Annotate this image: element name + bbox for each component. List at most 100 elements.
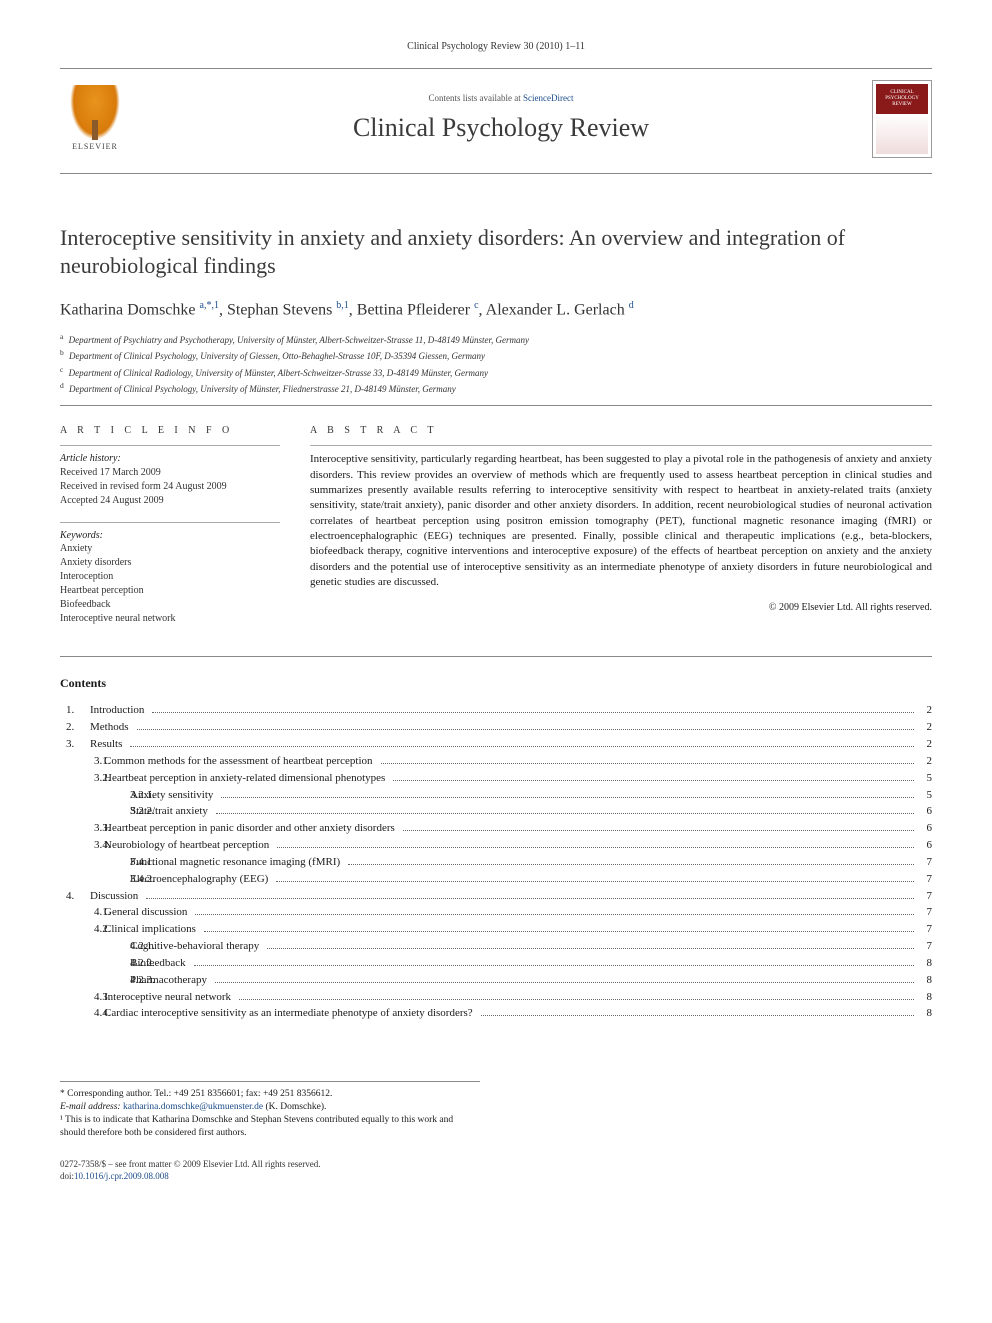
toc-title[interactable]: Methods	[90, 720, 133, 735]
toc-number: 3.2.2.	[60, 804, 130, 819]
toc-leader-dots	[152, 712, 914, 713]
authors-line: Katharina Domschke a,*,1, Stephan Steven…	[60, 299, 932, 321]
divider	[310, 445, 932, 446]
sciencedirect-prefix: Contents lists available at	[429, 93, 523, 103]
toc-page-number: 6	[918, 821, 932, 836]
keyword-line: Interoception	[60, 570, 280, 584]
toc-row: 4.2.1.Cognitive-behavioral therapy7	[60, 939, 932, 954]
toc-title[interactable]: Heartbeat perception in anxiety-related …	[104, 771, 389, 786]
toc-title[interactable]: State/trait anxiety	[130, 804, 212, 819]
toc-leader-dots	[348, 864, 914, 865]
sciencedirect-link[interactable]: ScienceDirect	[523, 93, 573, 103]
toc-row: 3.4.Neurobiology of heartbeat perception…	[60, 838, 932, 853]
toc-number: 3.4.2.	[60, 872, 130, 887]
toc-row: 4.1.General discussion7	[60, 905, 932, 920]
toc-leader-dots	[277, 847, 914, 848]
toc-number: 4.2.	[60, 922, 104, 937]
doi-prefix: doi:	[60, 1171, 74, 1181]
toc-title[interactable]: Results	[90, 737, 126, 752]
sciencedirect-line: Contents lists available at ScienceDirec…	[130, 92, 872, 104]
toc-title[interactable]: Common methods for the assessment of hea…	[104, 754, 377, 769]
email-line: E-mail address: katharina.domschke@ukmue…	[60, 1101, 480, 1114]
equal-contribution-note: ¹ This is to indicate that Katharina Dom…	[60, 1114, 480, 1140]
table-of-contents: 1.Introduction 2 2.Methods2 3.Results 23. 1. C…	[60, 703, 932, 1021]
toc-leader-dots	[195, 914, 914, 915]
toc-row: 1.Introduction 2	[60, 703, 932, 718]
toc-title[interactable]: Interoceptive neural network	[104, 990, 235, 1005]
toc-page-number: 6	[918, 804, 932, 819]
toc-number: 3.3.	[60, 821, 104, 836]
corresponding-author-note: * Corresponding author. Tel.: +49 251 83…	[60, 1088, 480, 1101]
toc-number: 1.	[60, 703, 90, 718]
running-header: Clinical Psychology Review 30 (2010) 1–1…	[60, 40, 932, 54]
keywords-label: Keywords:	[60, 529, 280, 543]
article-info-heading: A R T I C L E I N F O	[60, 424, 280, 438]
toc-title[interactable]: Discussion	[90, 889, 142, 904]
toc-title[interactable]: Heartbeat perception in panic disorder a…	[104, 821, 399, 836]
elsevier-tree-icon	[70, 85, 120, 140]
toc-title[interactable]: Biofeedback	[130, 956, 190, 971]
footer-meta: 0272-7358/$ – see front matter © 2009 El…	[60, 1158, 932, 1183]
toc-row: 2.Methods2	[60, 720, 932, 735]
doi-line: doi:10.1016/j.cpr.2009.08.008	[60, 1170, 932, 1183]
toc-page-number: 2	[918, 703, 932, 718]
affiliation-line: c Department of Clinical Radiology, Univ…	[60, 364, 932, 381]
elsevier-label: ELSEVIER	[72, 142, 118, 153]
toc-number: 4.2.1.	[60, 939, 130, 954]
toc-title[interactable]: Functional magnetic resonance imaging (f…	[130, 855, 344, 870]
toc-row: 3.4.2.Electroencephalography (EEG) 7	[60, 872, 932, 887]
divider	[60, 656, 932, 657]
doi-link[interactable]: 10.1016/j.cpr.2009.08.008	[74, 1171, 169, 1181]
toc-row: 4.2.3.Pharmacotherapy8	[60, 973, 932, 988]
toc-leader-dots	[393, 780, 914, 781]
elsevier-logo: ELSEVIER	[60, 79, 130, 159]
email-label: E-mail address:	[60, 1102, 123, 1112]
divider	[60, 522, 280, 523]
affiliation-line: d Department of Clinical Psychology, Uni…	[60, 380, 932, 397]
toc-page-number: 5	[918, 788, 932, 803]
keyword-line: Interoceptive neural network	[60, 612, 280, 626]
toc-number: 3.2.	[60, 771, 104, 786]
journal-cover-thumbnail: CLINICAL PSYCHOLOGY REVIEW	[872, 80, 932, 158]
toc-title[interactable]: Cardiac interoceptive sensitivity as an …	[104, 1006, 477, 1021]
corresponding-email-link[interactable]: katharina.domschke@ukmuenster.de	[123, 1102, 263, 1112]
toc-number: 3.4.1.	[60, 855, 130, 870]
keyword-line: Anxiety disorders	[60, 556, 280, 570]
toc-page-number: 5	[918, 771, 932, 786]
toc-title[interactable]: Cognitive-behavioral therapy	[130, 939, 263, 954]
toc-leader-dots	[204, 931, 914, 932]
history-line: Received in revised form 24 August 2009	[60, 480, 280, 494]
toc-title[interactable]: Pharmacotherapy	[130, 973, 211, 988]
toc-row: 3.3.Heartbeat perception in panic disord…	[60, 821, 932, 836]
divider	[60, 405, 932, 406]
toc-row: 3.2.1.Anxiety sensitivity5	[60, 788, 932, 803]
cover-body-graphic	[876, 114, 928, 154]
toc-page-number: 8	[918, 973, 932, 988]
toc-page-number: 7	[918, 872, 932, 887]
toc-title[interactable]: Electroencephalography (EEG)	[130, 872, 272, 887]
toc-leader-dots	[216, 813, 914, 814]
toc-title[interactable]: Neurobiology of heartbeat perception	[104, 838, 273, 853]
toc-leader-dots	[381, 763, 914, 764]
toc-leader-dots	[481, 1015, 914, 1016]
toc-number: 3.	[60, 737, 90, 752]
toc-title[interactable]: General discussion	[104, 905, 191, 920]
toc-page-number: 7	[918, 905, 932, 920]
toc-leader-dots	[221, 797, 914, 798]
article-title: Interoceptive sensitivity in anxiety and…	[60, 224, 932, 281]
abstract-text: Interoceptive sensitivity, particularly …	[310, 452, 932, 591]
toc-leader-dots	[137, 729, 915, 730]
toc-row: 3.4.1.Functional magnetic resonance imag…	[60, 855, 932, 870]
toc-row: 3.Results 2	[60, 737, 932, 752]
toc-title[interactable]: Anxiety sensitivity	[130, 788, 217, 803]
toc-page-number: 8	[918, 990, 932, 1005]
toc-page-number: 7	[918, 889, 932, 904]
affiliations-block: a Department of Psychiatry and Psychothe…	[60, 331, 932, 397]
toc-row: 4.Discussion7	[60, 889, 932, 904]
toc-leader-dots	[146, 898, 914, 899]
toc-title[interactable]: Clinical implications	[104, 922, 200, 937]
toc-title[interactable]: Introduction	[90, 703, 148, 718]
toc-page-number: 2	[918, 737, 932, 752]
email-suffix: (K. Domschke).	[263, 1102, 326, 1112]
toc-number: 4.4.	[60, 1006, 104, 1021]
